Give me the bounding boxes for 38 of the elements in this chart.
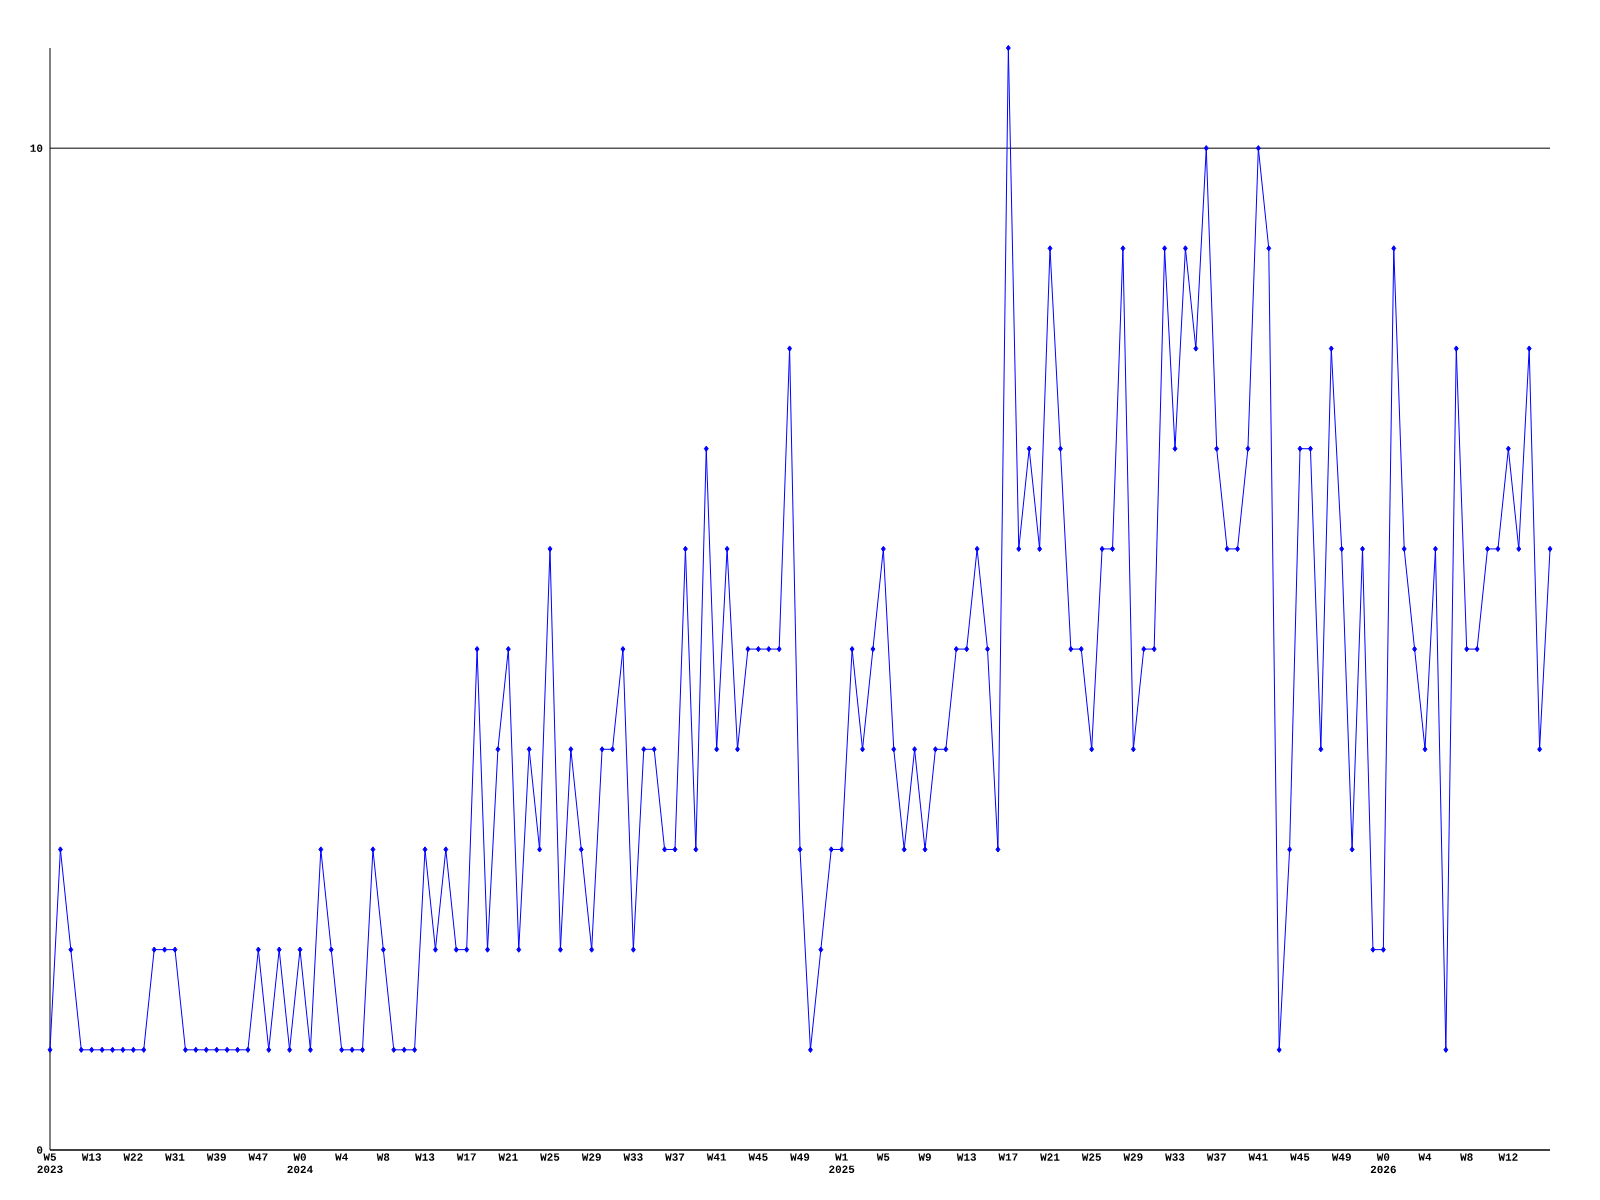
x-tick-label: W13 xyxy=(415,1153,435,1161)
x-tick-label: W13 xyxy=(81,1153,101,1161)
x-tick-label: W49 xyxy=(790,1153,810,1161)
x-tick-label: W25 xyxy=(540,1153,560,1161)
x-tick-label: W33 xyxy=(1165,1153,1185,1161)
x-tick-label: W1 2025 xyxy=(829,1153,855,1174)
x-tick-label: W41 xyxy=(1248,1153,1268,1161)
x-tick-label: W37 xyxy=(1206,1153,1226,1161)
x-tick-label: W0 2024 xyxy=(287,1153,313,1174)
x-tick-label: W21 xyxy=(1040,1153,1060,1161)
x-tick-label: W49 xyxy=(1331,1153,1351,1161)
x-tick-label: W17 xyxy=(998,1153,1018,1161)
x-tick-label: W45 xyxy=(748,1153,768,1161)
x-tick-label: W5 xyxy=(876,1153,890,1161)
x-tick-label: W21 xyxy=(498,1153,518,1161)
x-tick-label: W8 xyxy=(1460,1153,1473,1161)
x-tick-label: W25 xyxy=(1081,1153,1101,1161)
x-tick-label: W17 xyxy=(456,1153,476,1161)
x-tick-label: W13 xyxy=(956,1153,976,1161)
x-tick-label: W5 2023 xyxy=(37,1153,63,1174)
x-tick-label: W33 xyxy=(623,1153,643,1161)
x-tick-label: W37 xyxy=(665,1153,685,1161)
x-tick-label: W8 xyxy=(376,1153,390,1161)
x-tick-label: W45 xyxy=(1290,1153,1310,1161)
x-tick-label: W29 xyxy=(581,1153,601,1161)
x-tick-label: W47 xyxy=(248,1153,268,1161)
x-tick-label: W9 xyxy=(918,1153,931,1161)
x-tick-label: W31 xyxy=(165,1153,185,1161)
x-tick-label: W4 xyxy=(1418,1153,1432,1161)
x-tick-label: W39 xyxy=(206,1153,226,1161)
x-tick-label: W4 xyxy=(335,1153,348,1161)
x-tick-label: W0 2026 xyxy=(1370,1153,1396,1174)
x-tick-label: W41 xyxy=(706,1153,727,1161)
x-tick-label: W29 xyxy=(1123,1153,1143,1161)
x-tick-label: W22 xyxy=(123,1153,143,1161)
x-tick-label: W12 xyxy=(1498,1153,1518,1161)
y-tick-label: 0 xyxy=(37,1146,43,1154)
y-tick-label: 10 xyxy=(30,144,43,152)
